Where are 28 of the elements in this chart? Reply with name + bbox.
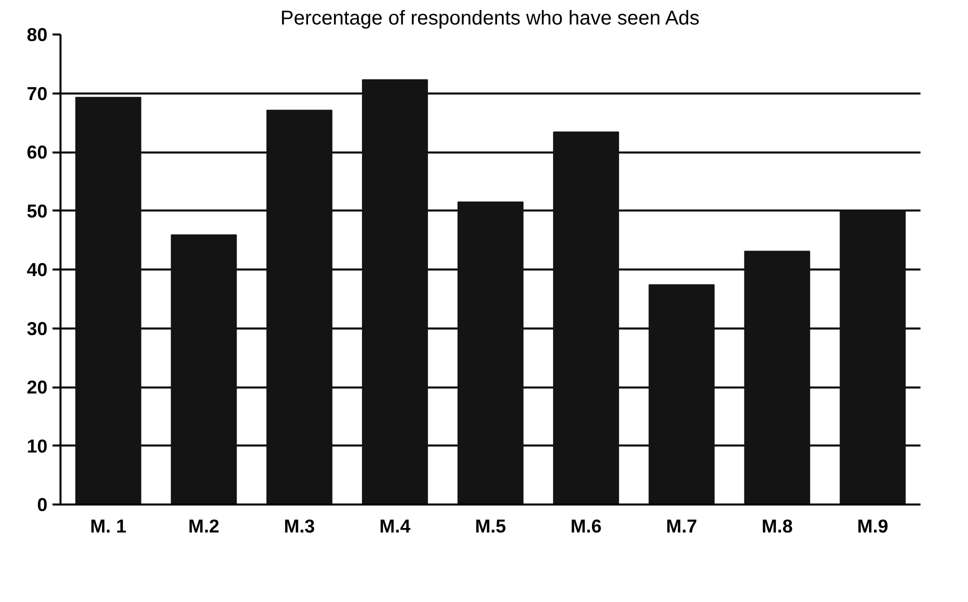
y-tick-label: 20 xyxy=(26,376,48,398)
x-tick-label: M.9 xyxy=(857,516,888,536)
y-tick-label: 0 xyxy=(37,494,48,515)
bar xyxy=(458,201,524,504)
y-tick-label: 80 xyxy=(26,24,48,45)
bar xyxy=(744,250,810,504)
y-tick-label: 60 xyxy=(26,142,48,162)
y-tick-label: 10 xyxy=(26,435,48,456)
x-tick-label: M.7 xyxy=(666,516,698,536)
x-tick-label: M.4 xyxy=(379,516,412,536)
y-tick-label: 40 xyxy=(26,259,48,280)
y-tick-label: 70 xyxy=(26,82,48,104)
bar xyxy=(553,132,620,504)
y-tick-label: 30 xyxy=(26,318,48,339)
bar xyxy=(75,96,142,504)
bar xyxy=(170,234,237,504)
x-tick-label: M.5 xyxy=(474,516,506,536)
y-tick-label: 50 xyxy=(26,200,48,222)
chart-title: Percentage of respondents who have seen Ads xyxy=(280,8,700,30)
bar xyxy=(362,79,428,504)
x-tick-label: M. 1 xyxy=(90,516,126,536)
bar xyxy=(840,210,906,504)
bar xyxy=(266,110,332,504)
x-tick-label: M.8 xyxy=(762,516,793,536)
x-tick-label: M.6 xyxy=(570,516,602,536)
x-tick-label: M.3 xyxy=(284,516,315,536)
x-tick-label: M.2 xyxy=(188,516,220,536)
bar xyxy=(648,284,715,504)
